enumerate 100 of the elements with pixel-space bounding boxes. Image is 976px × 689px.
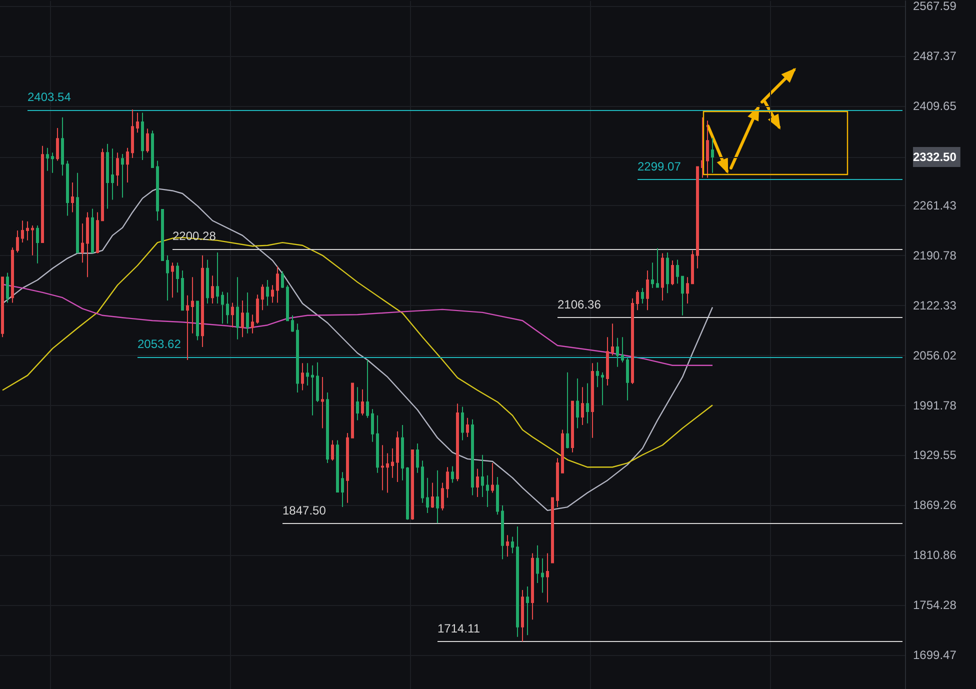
candlestick [41, 145, 44, 244]
candlestick [656, 248, 659, 288]
candlestick [121, 153, 124, 198]
candlestick [346, 432, 349, 504]
candlestick [351, 382, 354, 438]
candlestick [626, 357, 629, 401]
candlestick [601, 372, 604, 406]
candlestick [686, 276, 689, 304]
candlestick [451, 466, 454, 484]
y-tick-label: 1754.28 [913, 598, 957, 612]
ref-line-label: 2299.07 [638, 160, 682, 174]
candlestick [196, 300, 199, 341]
candlestick [621, 336, 624, 363]
candlestick [666, 252, 669, 294]
candlestick [296, 323, 299, 394]
candlestick [191, 276, 194, 334]
candlestick [326, 392, 329, 464]
candlestick [406, 466, 409, 520]
candlestick [646, 270, 649, 311]
candlestick [1, 276, 4, 338]
y-tick-label: 2567.59 [913, 0, 957, 13]
candlestick [516, 526, 519, 638]
y-tick-label: 1869.26 [913, 498, 957, 512]
candlestick [486, 474, 489, 508]
candlestick [551, 497, 554, 564]
candlestick [71, 182, 74, 213]
candlestick [481, 454, 484, 498]
candlestick [31, 225, 34, 256]
candlestick [436, 470, 439, 524]
candlestick [461, 406, 464, 441]
candlestick [396, 430, 399, 482]
candlestick [711, 137, 714, 174]
y-tick-label: 2487.37 [913, 48, 957, 63]
candlestick [386, 452, 389, 494]
candlestick [661, 252, 664, 302]
candlestick [366, 360, 369, 418]
candlestick [36, 225, 39, 264]
candlestick [101, 148, 104, 222]
candlestick [271, 284, 274, 304]
y-tick-label: 2190.78 [913, 248, 957, 263]
y-tick-label: 2332.50 [913, 150, 957, 164]
candlestick [236, 276, 239, 340]
candlestick [506, 534, 509, 558]
candlestick [531, 552, 534, 620]
candlestick [186, 294, 189, 361]
candlestick [466, 417, 469, 438]
candlestick [341, 472, 344, 508]
candlestick [246, 292, 249, 334]
y-tick-label: 1699.47 [913, 648, 957, 662]
candlestick [231, 302, 234, 328]
candlestick [496, 476, 499, 516]
candlestick [431, 482, 434, 508]
candlestick [696, 166, 699, 269]
candlestick [146, 128, 149, 154]
candlestick [356, 386, 359, 421]
candlestick [291, 314, 294, 332]
candlestick [81, 222, 84, 264]
candlestick [216, 252, 219, 304]
candlestick [511, 536, 514, 554]
candlestick [421, 460, 424, 504]
candlestick [446, 466, 449, 498]
candlestick [636, 290, 639, 311]
candlestick [201, 254, 204, 348]
candlestick [266, 280, 269, 306]
candlestick [606, 336, 609, 386]
candlestick [141, 112, 144, 161]
candlestick [166, 254, 169, 302]
candlestick [306, 362, 309, 386]
candlestick [56, 127, 59, 162]
y-tick-label: 1929.55 [913, 448, 957, 462]
candlestick [151, 130, 154, 168]
candlestick [221, 291, 224, 324]
candlestick [261, 284, 264, 311]
candlestick [536, 544, 539, 584]
candlestick [111, 148, 114, 200]
candlestick [276, 266, 279, 304]
candlestick [471, 418, 474, 496]
candlestick [571, 400, 574, 453]
candlestick [251, 314, 254, 334]
y-tick-label: 2261.43 [913, 198, 957, 213]
candlestick [76, 172, 79, 254]
candlestick [411, 449, 414, 520]
candlestick [491, 462, 494, 494]
candlestick [206, 259, 209, 304]
candlestick [96, 212, 99, 254]
candlestick [521, 590, 524, 642]
candlestick [476, 468, 479, 498]
candlestick [241, 300, 244, 338]
candlestick [576, 378, 579, 429]
candlestick [161, 208, 164, 261]
y-tick-label: 2122.33 [913, 298, 957, 312]
candlestick [46, 147, 49, 172]
candlestick [391, 448, 394, 478]
y-tick-label: 2409.65 [913, 98, 957, 113]
ref-line-label: 1847.50 [282, 504, 326, 518]
candlestick [361, 388, 364, 416]
y-tick-label: 1991.78 [913, 398, 957, 412]
candlestick [611, 323, 614, 356]
ref-line-label: 2106.36 [558, 297, 602, 312]
candlestick [401, 424, 404, 481]
